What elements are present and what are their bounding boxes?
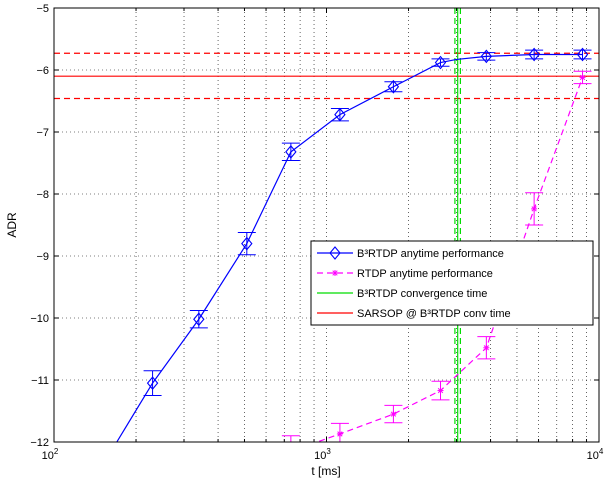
legend-entry: RTDP anytime performance	[317, 268, 493, 280]
rtdp-error-bar	[281, 435, 300, 442]
star-marker-stroke	[332, 270, 338, 276]
b3rtdp-data-point	[576, 47, 589, 62]
star-marker-stroke	[337, 431, 343, 437]
legend-entry: B³RTDP convergence time	[317, 288, 487, 300]
legend-label: B³RTDP convergence time	[357, 288, 487, 300]
y-tick-label: −12	[30, 437, 49, 449]
b3rtdp-error-bar	[384, 81, 403, 93]
rtdp-series	[281, 70, 592, 442]
x-tick-label: 104	[587, 447, 604, 462]
y-tick-label: −8	[36, 189, 49, 201]
b3rtdp-data-point	[285, 144, 297, 159]
star-marker-stroke	[390, 411, 397, 417]
legend-entry: SARSOP @ B³RTDP conv time	[317, 308, 511, 320]
b3rtdp-error-bar	[143, 370, 162, 396]
x-tick-label-exponent: 3	[326, 447, 331, 456]
rtdp-data-point	[483, 344, 490, 351]
b3rtdp-data-point	[334, 107, 346, 122]
b3rtdp-error-bar	[431, 58, 450, 67]
x-tick-label-exponent: 4	[599, 447, 604, 456]
y-tick-label: −5	[36, 3, 49, 15]
x-axis-label: t [ms]	[311, 464, 340, 478]
x-tick-label-exponent: 2	[54, 447, 59, 456]
legend-entry: B³RTDP anytime performance	[317, 246, 504, 260]
b3rtdp-error-bar	[525, 49, 544, 60]
legend-marker-swatch	[332, 270, 338, 276]
legend-label: RTDP anytime performance	[357, 268, 493, 280]
b3rtdp-line	[116, 53, 583, 442]
y-tick-label: −9	[36, 251, 49, 263]
reference-lines	[54, 8, 599, 442]
star-marker-stroke	[437, 387, 444, 394]
x-tick-label-base: 10	[587, 450, 599, 462]
rtdp-data-point	[531, 205, 538, 212]
b3rtdp-data-point	[241, 236, 253, 251]
b3rtdp-error-bar	[477, 52, 496, 61]
b3rtdp-data-point	[528, 47, 540, 62]
b3rtdp-data-point	[434, 55, 447, 70]
y-tick-label: −6	[36, 65, 49, 77]
y-tick-label: −7	[36, 127, 49, 139]
legend: B³RTDP anytime performance RTDP anytime p…	[310, 240, 594, 326]
legend-label: B³RTDP anytime performance	[357, 248, 504, 260]
b3rtdp-data-point	[387, 79, 400, 94]
x-tick-label: 102	[42, 447, 59, 462]
y-tick-label: −10	[30, 313, 49, 325]
star-marker-stroke	[483, 345, 489, 351]
star-marker-stroke	[531, 206, 537, 212]
b3rtdp-data-point	[480, 49, 493, 64]
x-tick-label: 103	[314, 447, 331, 462]
y-tick-label: −11	[31, 375, 49, 387]
rtdp-data-point	[437, 387, 444, 394]
b3rtdp-error-bar	[573, 49, 592, 60]
rtdp-data-point	[390, 411, 397, 418]
legend-marker-swatch	[329, 246, 341, 260]
b3rtdp-error-bar	[237, 231, 256, 256]
legend-box	[310, 240, 594, 326]
b3rtdp-data-point	[193, 312, 205, 327]
axis-ticks: 102 103 104−12−11−10−9−8−7−6−5	[30, 3, 604, 462]
b3rtdp-data-point	[146, 376, 159, 390]
x-tick-label-base: 10	[42, 450, 54, 462]
legend-label: SARSOP @ B³RTDP conv time	[357, 308, 511, 320]
rtdp-data-point	[579, 74, 586, 81]
series-layer	[116, 47, 592, 442]
x-tick-label-base: 10	[314, 450, 326, 462]
b3rtdp-series	[116, 47, 592, 442]
y-axis-label: ADR	[5, 212, 19, 238]
rtdp-data-point	[336, 430, 343, 437]
star-marker-stroke	[579, 74, 586, 81]
